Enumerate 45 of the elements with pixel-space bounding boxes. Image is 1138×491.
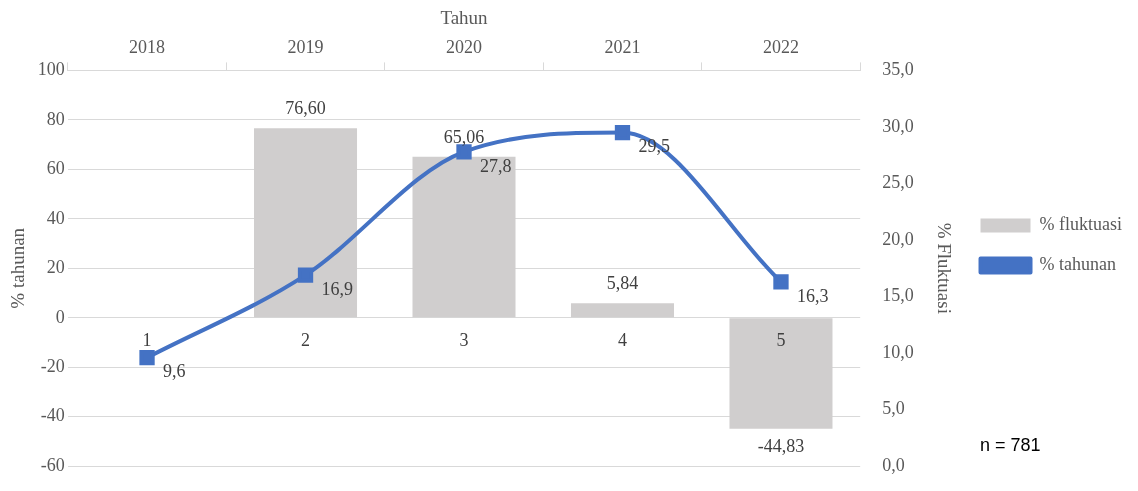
x-tick-label: 2021 xyxy=(604,37,641,58)
y2-axis-title: % Fluktuasi xyxy=(934,222,956,314)
legend-label: % fluktuasi xyxy=(1039,214,1123,235)
y2-tick-label: 35,0 xyxy=(882,59,914,80)
y-tick-label: 40 xyxy=(46,207,65,228)
y-tick-label: -40 xyxy=(40,405,65,426)
y2-tick-label: 25,0 xyxy=(882,172,914,193)
y-tick-label: 100 xyxy=(37,59,65,80)
data-label: -44,83 xyxy=(757,436,805,457)
data-label: 27,8 xyxy=(480,155,512,176)
y-tick-label: 20 xyxy=(46,257,65,278)
y-tick-label: 60 xyxy=(46,158,65,179)
x-tick-label: 2019 xyxy=(287,37,324,58)
point xyxy=(297,267,314,283)
y-tick-label: -60 xyxy=(40,454,65,475)
annotation: 3 xyxy=(459,329,469,350)
y-tick-label: 80 xyxy=(46,108,65,129)
data-label: 16,9 xyxy=(321,278,354,299)
x-tick-label: 2020 xyxy=(446,37,483,58)
data-label: 9,6 xyxy=(163,361,186,382)
x-axis-title: Tahun xyxy=(440,7,489,29)
y-tick-label: 0 xyxy=(55,306,65,327)
annotation: 2 xyxy=(301,329,311,350)
data-label: 76,60 xyxy=(285,98,326,119)
text: n = 781 xyxy=(980,434,1041,455)
point xyxy=(614,124,631,141)
legend-label: % tahunan xyxy=(1039,254,1116,275)
y2-tick-label: 5,0 xyxy=(882,398,905,419)
x-tick-label: 2018 xyxy=(129,37,166,58)
data-label: 65,06 xyxy=(443,126,485,147)
data-label: 5,84 xyxy=(606,273,639,294)
y2-tick-label: 30,0 xyxy=(882,115,914,136)
y2-tick-label: 10,0 xyxy=(882,341,914,362)
y-tick-label: -20 xyxy=(40,355,65,376)
y2-tick-label: 20,0 xyxy=(882,228,914,249)
annotation: 5 xyxy=(776,329,786,350)
y-axis-title: % tahunan xyxy=(7,227,29,309)
point xyxy=(773,274,789,290)
y2-tick-label: 15,0 xyxy=(882,285,914,306)
annotation: 1 xyxy=(142,329,152,350)
x-tick-label: 2022 xyxy=(762,37,799,58)
data-label: 16,3 xyxy=(796,285,829,306)
point xyxy=(139,349,155,366)
annotation: 4 xyxy=(617,329,627,350)
y2-tick-label: 0,0 xyxy=(882,454,905,475)
